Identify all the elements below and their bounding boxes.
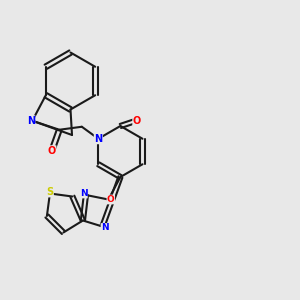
Text: N: N — [94, 134, 102, 144]
Text: S: S — [46, 187, 53, 197]
Text: N: N — [80, 189, 87, 198]
Text: O: O — [133, 116, 141, 127]
Text: O: O — [107, 195, 115, 204]
Text: O: O — [48, 146, 56, 156]
Text: N: N — [27, 116, 35, 126]
Text: N: N — [101, 224, 109, 232]
